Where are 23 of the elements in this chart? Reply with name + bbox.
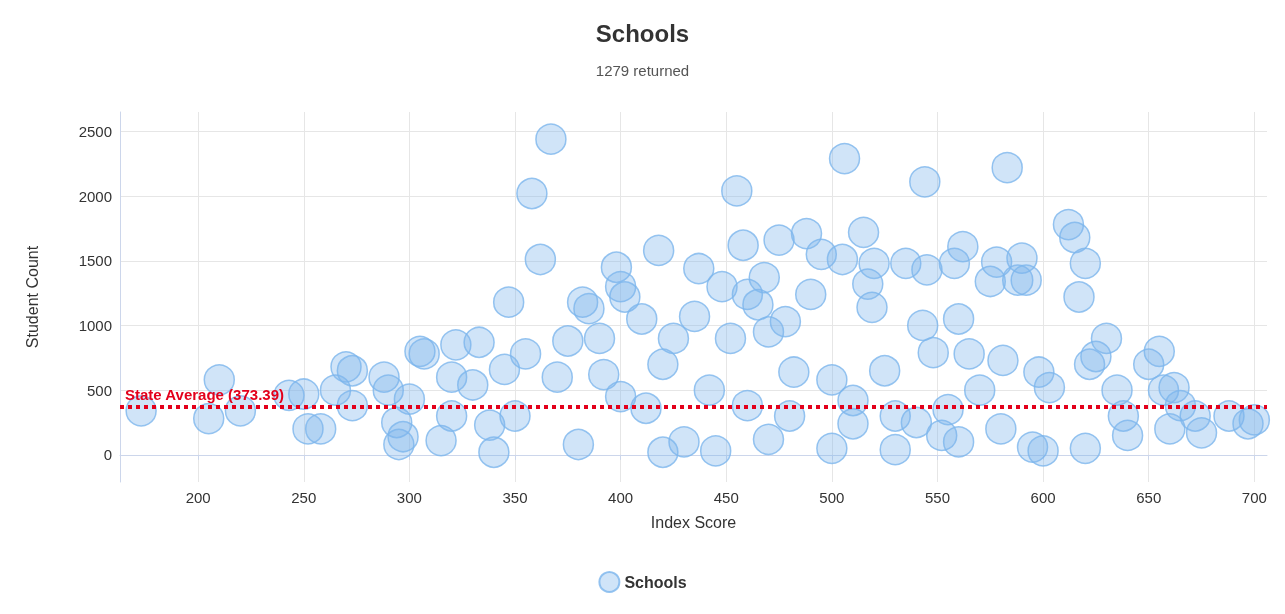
x-tick-label: 550 [924,489,950,506]
x-tick-label: 400 [608,489,634,506]
x-tick-label: 300 [396,489,422,506]
ref-line-label: State Average (373.39) [125,385,284,403]
x-tick-label: 350 [502,489,528,506]
chart-title: Schools [595,19,690,47]
x-tick-label: 250 [291,489,317,506]
y-tick-label: 1000 [78,316,112,334]
y-tick-label: 1500 [78,252,112,270]
x-tick-label: 200 [185,489,211,506]
y-tick-label: 2500 [78,122,112,140]
x-axis-title: Index Score [650,513,737,531]
chart-subtitle: 1279 returned [595,62,690,79]
x-tick-label: 700 [1241,489,1267,506]
x-tick-label: 500 [819,489,845,506]
y-tick-label: 500 [86,381,112,399]
legend-label: Schools [624,573,687,591]
x-tick-label: 600 [1030,489,1056,506]
y-tick-label: 2000 [78,187,112,205]
y-axis-title: Student Count [23,245,41,349]
x-tick-label: 450 [713,489,739,506]
y-tick-label: 0 [103,446,112,464]
x-tick-label: 650 [1136,489,1162,506]
